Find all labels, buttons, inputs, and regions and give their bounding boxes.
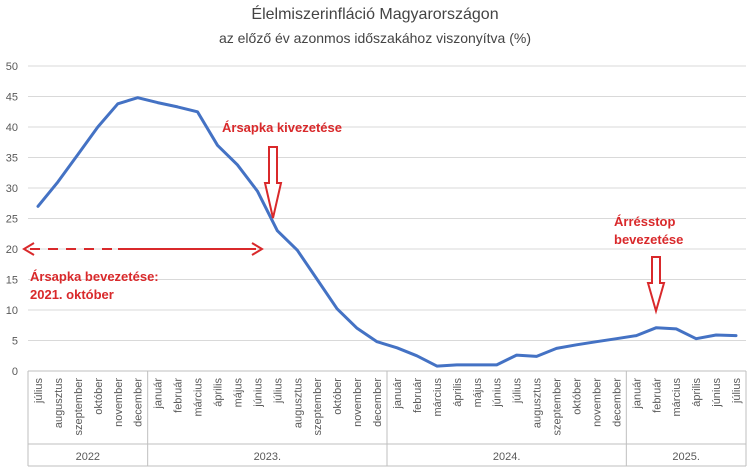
y-tick-label: 0 [12, 366, 18, 378]
x-tick-label: július [33, 378, 45, 405]
x-tick-label: március [432, 378, 444, 417]
y-tick-label: 25 [6, 214, 18, 226]
cap-intro-right-arrowhead [251, 242, 264, 256]
year-label: 2025. [672, 451, 700, 463]
y-tick-label: 10 [6, 305, 18, 317]
annotation-cap-removal: Ársapka kivezetése [222, 120, 342, 135]
y-tick-label: 50 [6, 61, 18, 73]
y-tick-label: 35 [6, 153, 18, 165]
chart-subtitle: az előző év azonmos időszakához viszonyí… [218, 30, 532, 46]
x-tick-label: május [232, 378, 244, 408]
x-tick-label: július [731, 378, 743, 405]
x-tick-label: szeptember [552, 378, 564, 436]
x-tick-label: április [212, 378, 224, 407]
year-label: 2024. [493, 451, 521, 463]
cap-removal-arrow [263, 146, 283, 219]
year-label: 2022 [76, 451, 100, 463]
x-tick-label: augusztus [53, 378, 65, 429]
x-tick-label: április [452, 378, 464, 407]
y-tick-label: 30 [6, 183, 18, 195]
y-tick-label: 5 [12, 336, 18, 348]
x-tick-label: július [272, 378, 284, 405]
x-tick-label: október [332, 378, 344, 415]
x-tick-label: augusztus [292, 378, 304, 429]
x-tick-label: február [173, 378, 185, 413]
y-tick-label: 20 [6, 244, 18, 256]
x-tick-label: június [252, 378, 264, 408]
x-tick-label: december [133, 378, 145, 427]
x-tick-label: szeptember [312, 378, 324, 436]
x-tick-label: március [671, 378, 683, 417]
x-tick-label: január [631, 378, 643, 410]
x-tick-label: január [392, 378, 404, 410]
annotation-cap-intro-line1: Ársapka bevezetése: [30, 269, 159, 284]
x-tick-label: október [571, 378, 583, 415]
x-tick-label: január [153, 378, 165, 410]
series-line [36, 96, 738, 368]
year-label: 2023. [254, 451, 282, 463]
margin-stop-arrow [646, 256, 666, 315]
x-tick-label: december [372, 378, 384, 427]
x-tick-label: június [711, 378, 723, 408]
annotation-margin-stop: Árrésstop bevezetése [614, 213, 683, 249]
x-tick-label: november [113, 378, 125, 427]
x-tick-label: szeptember [73, 378, 85, 436]
x-tick-label: november [591, 378, 603, 427]
annotation-margin-stop-line1: Árrésstop [614, 214, 676, 229]
y-tick-label: 40 [6, 122, 18, 134]
annotation-cap-intro: Ársapka bevezetése: 2021. október [30, 268, 159, 304]
y-tick-label: 45 [6, 92, 18, 104]
x-tick-label: június [492, 378, 504, 408]
annotation-margin-stop-line2: bevezetése [614, 232, 684, 247]
x-tick-label: február [412, 378, 424, 413]
x-tick-label: április [691, 378, 703, 407]
cap-intro-left-arrowhead [22, 242, 35, 256]
x-tick-label: december [611, 378, 623, 427]
chart-title: Élelmiszerinfláció Magyarországon [251, 6, 499, 23]
y-tick-label: 15 [6, 275, 18, 287]
annotation-cap-intro-line2: 2021. október [30, 287, 114, 302]
x-tick-label: május [472, 378, 484, 408]
x-tick-label: július [512, 378, 524, 405]
x-tick-label: november [352, 378, 364, 427]
x-tick-label: augusztus [532, 378, 544, 429]
x-tick-label: október [93, 378, 105, 415]
x-tick-label: február [651, 378, 663, 413]
x-tick-label: március [193, 378, 205, 417]
